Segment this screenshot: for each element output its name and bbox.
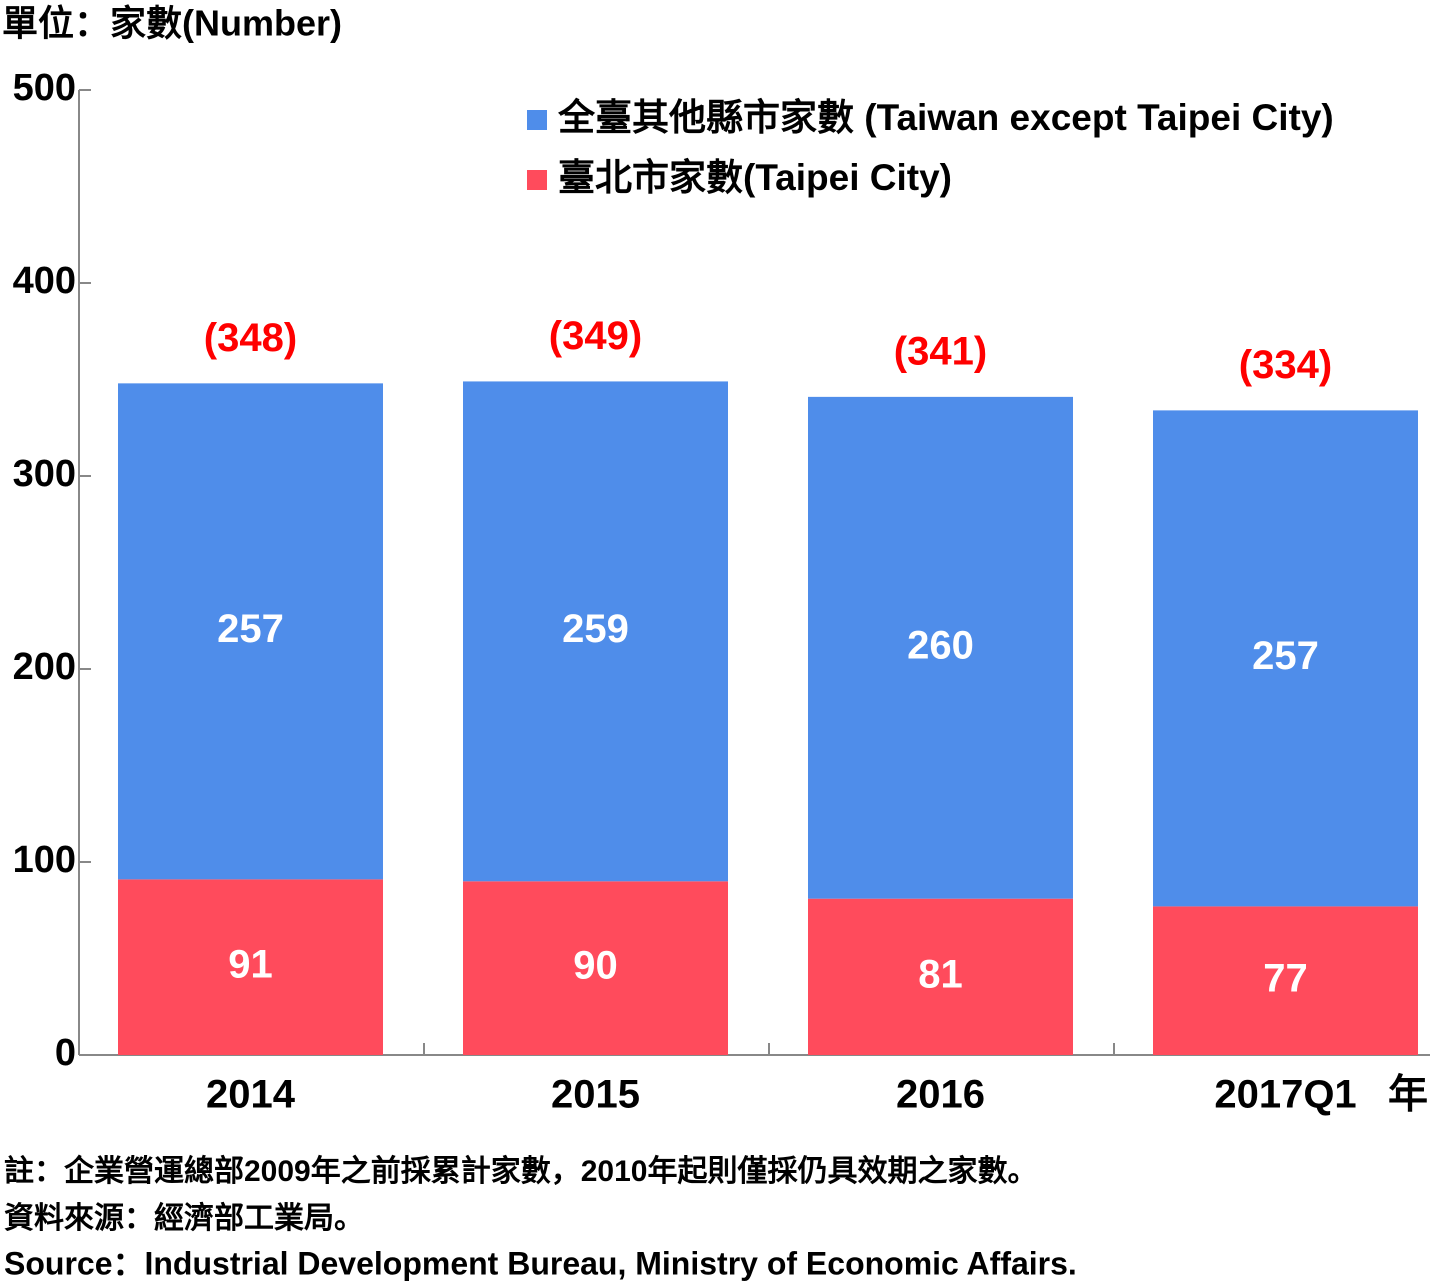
legend-label: 臺北市家數(Taipei City) bbox=[558, 156, 952, 198]
data-label: 81 bbox=[918, 952, 963, 996]
note: 資料來源：經濟部工業局。 bbox=[4, 1201, 364, 1235]
data-label: 260 bbox=[907, 623, 974, 667]
y-tick-label: 400 bbox=[13, 260, 76, 302]
note: 註：企業營運總部2009年之前採累計家數，2010年起則僅採仍具效期之家數。 bbox=[4, 1154, 1037, 1188]
y-tick-label: 100 bbox=[13, 839, 76, 881]
x-tick-label: 2015 bbox=[551, 1073, 640, 1117]
data-label: 259 bbox=[562, 607, 629, 651]
total-label: (334) bbox=[1239, 343, 1332, 387]
x-tick-label: 2014 bbox=[206, 1073, 296, 1117]
bar-segment bbox=[463, 881, 728, 1055]
data-label: 257 bbox=[1252, 634, 1319, 678]
bar-segment bbox=[808, 898, 1073, 1055]
bar-segment bbox=[1153, 410, 1418, 907]
bar-segment bbox=[1153, 906, 1418, 1055]
data-label: 77 bbox=[1263, 956, 1308, 1000]
data-label: 90 bbox=[573, 944, 618, 988]
bar-segment bbox=[808, 396, 1073, 899]
bar-segment bbox=[118, 383, 383, 880]
total-label: (349) bbox=[549, 314, 642, 358]
y-tick-label: 500 bbox=[13, 67, 76, 109]
note: Source：Industrial Development Bureau, Mi… bbox=[4, 1245, 1077, 1281]
legend-label: 全臺其他縣市家數 (Taiwan except Taipei City) bbox=[557, 96, 1334, 138]
bar-segment bbox=[118, 879, 383, 1055]
total-label: (348) bbox=[204, 316, 297, 360]
y-tick-label: 300 bbox=[13, 453, 76, 495]
x-tick-label: 2017Q1 bbox=[1214, 1073, 1356, 1117]
legend-swatch bbox=[527, 110, 547, 130]
y-tick-label: 0 bbox=[55, 1032, 76, 1074]
x-axis-label: 年 bbox=[1388, 1073, 1428, 1117]
legend-swatch bbox=[527, 170, 547, 190]
y-tick-label: 200 bbox=[13, 646, 76, 688]
data-label: 257 bbox=[217, 607, 284, 651]
data-label: 91 bbox=[228, 943, 273, 987]
bar-segment bbox=[463, 381, 728, 882]
total-label: (341) bbox=[894, 329, 987, 373]
unit-label: 單位：家數(Number) bbox=[2, 3, 342, 44]
x-tick-label: 2016 bbox=[896, 1073, 985, 1117]
